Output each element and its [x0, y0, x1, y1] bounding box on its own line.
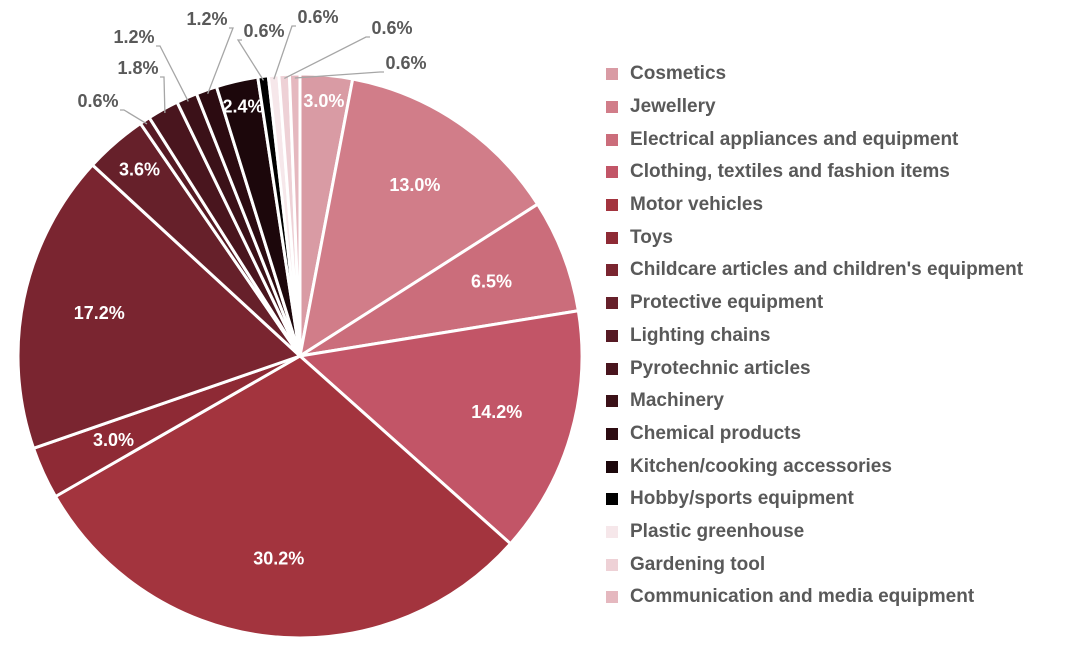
legend-label: Hobby/sports equipment [630, 488, 854, 510]
leader-line [284, 36, 370, 79]
legend-item: Childcare articles and children's equipm… [606, 254, 1023, 287]
pie-slice [298, 77, 540, 358]
leader-line [273, 25, 296, 80]
legend-item: Gardening tool [606, 548, 1023, 581]
legend-swatch [606, 68, 618, 81]
pie-slice [16, 163, 302, 450]
leader-line [156, 45, 189, 102]
legend-swatch [606, 525, 618, 538]
legend-swatch [606, 166, 618, 179]
pie-slice [287, 72, 302, 358]
pie-slice [53, 354, 512, 640]
leader-line [294, 71, 384, 79]
data-label: 3.0% [303, 91, 344, 111]
legend-label: Machinery [630, 390, 724, 412]
legend-item: Kitchen/cooking accessories [606, 450, 1023, 483]
legend-swatch [606, 362, 618, 375]
leader-line [120, 109, 148, 125]
legend-label: Pyrotechnic articles [630, 357, 811, 379]
data-label: 2.4% [222, 96, 263, 116]
data-label: 6.5% [471, 272, 512, 292]
legend-swatch [606, 199, 618, 212]
legend-item: Toys [606, 221, 1023, 254]
legend-item: Hobby/sports equipment [606, 483, 1023, 516]
legend-swatch [606, 101, 618, 114]
legend-item: Jewellery [606, 91, 1023, 124]
data-label: 3.6% [119, 160, 160, 180]
legend-item: Machinery [606, 385, 1023, 418]
legend-item: Electrical appliances and equipment [606, 123, 1023, 156]
legend-label: Clothing, textiles and fashion items [630, 161, 950, 183]
data-label: 30.2% [253, 549, 304, 569]
legend-item: Protective equipment [606, 287, 1023, 320]
data-label: 17.2% [74, 303, 125, 323]
pie-slices [16, 72, 584, 640]
legend-label: Toys [630, 226, 673, 248]
legend-swatch [606, 558, 618, 571]
legend-swatch [606, 329, 618, 342]
leader-line [207, 27, 234, 95]
leader-line [160, 76, 166, 114]
legend-label: Chemical products [630, 422, 802, 444]
legend-label: Gardening tool [630, 553, 766, 575]
legend-item: Communication and media equipment [606, 581, 1023, 614]
legend-swatch [606, 591, 618, 604]
legend-item: Plastic greenhouse [606, 516, 1023, 549]
legend-swatch [606, 395, 618, 408]
legend-label: Cosmetics [630, 63, 727, 85]
data-label: 0.6% [385, 53, 426, 73]
legend-swatch [606, 133, 618, 146]
legend-item: Motor vehicles [606, 189, 1023, 222]
pie-slice [298, 202, 580, 358]
data-label: 3.0% [93, 430, 134, 450]
legend-label: Childcare articles and children's equipm… [630, 259, 1024, 281]
legend-swatch [606, 264, 618, 277]
data-label: 0.6% [371, 18, 412, 38]
legend-label: Protective equipment [630, 292, 824, 314]
legend-label: Kitchen/cooking accessories [630, 455, 892, 477]
legend-swatch [606, 297, 618, 310]
data-label: 14.2% [471, 402, 522, 422]
legend-label: Plastic greenhouse [630, 520, 805, 542]
legend-swatch [606, 231, 618, 244]
data-label: 0.6% [77, 91, 118, 111]
legend-label: Electrical appliances and equipment [630, 128, 959, 150]
data-label: 0.6% [297, 7, 338, 27]
data-label: 0.6% [243, 21, 284, 41]
data-label: 1.2% [113, 27, 154, 47]
legend-label: Motor vehicles [630, 194, 764, 216]
data-label: 1.8% [117, 58, 158, 78]
legend-item: Lighting chains [606, 320, 1023, 353]
data-label: 13.0% [389, 175, 440, 195]
leader-line [236, 39, 265, 81]
data-labels: 3.0% 13.0% 6.5% 14.2% 30.2% 3.0% 17.2% 3.6% 0.6%… [74, 7, 523, 569]
leader-lines [120, 25, 384, 125]
legend-label: Lighting chains [630, 324, 771, 346]
pie-slice [298, 309, 584, 546]
legend-label: Jewellery [630, 96, 716, 118]
legend-item: Cosmetics [606, 58, 1023, 91]
legend: Cosmetics Jewellery Electrical appliances … [606, 58, 1023, 614]
legend-item: Pyrotechnic articles [606, 352, 1023, 385]
legend-swatch [606, 460, 618, 473]
data-label: 1.2% [186, 9, 227, 29]
legend-item: Clothing, textiles and fashion items [606, 156, 1023, 189]
legend-swatch [606, 493, 618, 506]
legend-item: Chemical products [606, 418, 1023, 451]
legend-label: Communication and media equipment [630, 586, 975, 608]
legend-swatch [606, 427, 618, 440]
